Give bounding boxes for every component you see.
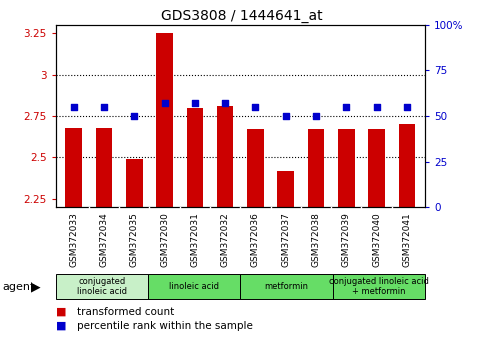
Bar — [247, 129, 264, 207]
Text: GSM372041: GSM372041 — [402, 212, 412, 267]
Bar — [186, 108, 203, 207]
Text: transformed count: transformed count — [77, 307, 174, 316]
Bar — [65, 127, 82, 207]
Text: GSM372031: GSM372031 — [190, 212, 199, 267]
Point — [312, 113, 320, 119]
Text: agent: agent — [2, 282, 35, 292]
Text: GDS3808 / 1444641_at: GDS3808 / 1444641_at — [161, 9, 322, 23]
Bar — [217, 106, 233, 207]
Text: linoleic acid: linoleic acid — [169, 282, 219, 291]
Text: conjugated
linoleic acid: conjugated linoleic acid — [77, 277, 127, 296]
Point — [403, 104, 411, 110]
Bar — [241, 274, 333, 299]
Point — [130, 113, 138, 119]
Bar — [56, 274, 148, 299]
Text: GSM372038: GSM372038 — [312, 212, 321, 267]
Text: GSM372032: GSM372032 — [221, 212, 229, 267]
Point — [191, 100, 199, 106]
Point — [373, 104, 381, 110]
Text: metformin: metformin — [265, 282, 309, 291]
Text: ■: ■ — [56, 321, 66, 331]
Text: GSM372034: GSM372034 — [99, 212, 109, 267]
Text: GSM372036: GSM372036 — [251, 212, 260, 267]
Text: ■: ■ — [56, 307, 66, 316]
Bar — [338, 129, 355, 207]
Bar — [277, 171, 294, 207]
Bar — [156, 33, 173, 207]
Text: GSM372037: GSM372037 — [281, 212, 290, 267]
Point — [161, 100, 169, 106]
Point — [252, 104, 259, 110]
Text: conjugated linoleic acid
+ metformin: conjugated linoleic acid + metformin — [329, 277, 429, 296]
Text: GSM372030: GSM372030 — [160, 212, 169, 267]
Text: GSM372039: GSM372039 — [342, 212, 351, 267]
Bar — [126, 159, 142, 207]
Bar — [308, 129, 325, 207]
Point — [282, 113, 290, 119]
Point — [221, 100, 229, 106]
Point — [342, 104, 350, 110]
Text: GSM372040: GSM372040 — [372, 212, 381, 267]
Point — [70, 104, 78, 110]
Text: GSM372035: GSM372035 — [130, 212, 139, 267]
Text: percentile rank within the sample: percentile rank within the sample — [77, 321, 253, 331]
Point — [100, 104, 108, 110]
Bar — [368, 129, 385, 207]
Text: GSM372033: GSM372033 — [69, 212, 78, 267]
Bar — [398, 124, 415, 207]
Text: ▶: ▶ — [31, 280, 41, 293]
Bar — [148, 274, 241, 299]
Bar — [96, 127, 113, 207]
Bar — [333, 274, 425, 299]
